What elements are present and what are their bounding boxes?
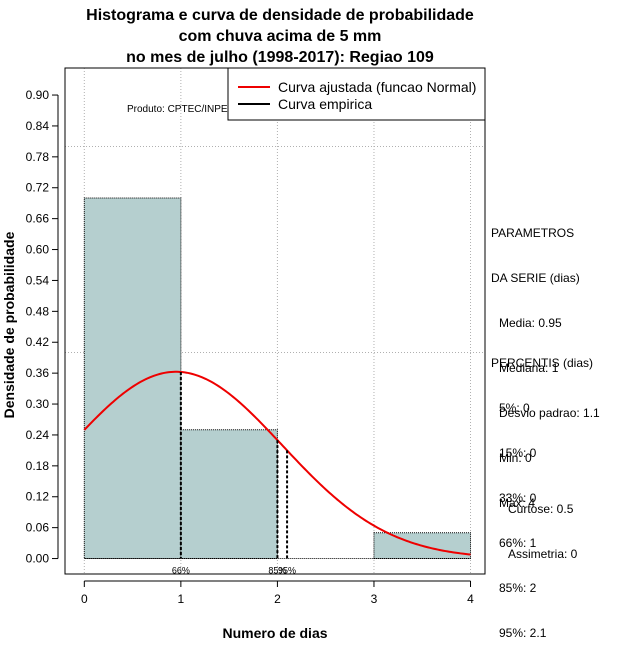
x-tick-label-1: 1	[178, 592, 185, 606]
param-mediana: Mediana: 1	[499, 361, 559, 375]
x-axis-label: Numero de dias	[222, 625, 327, 641]
y-tick-label-9: 0.54	[26, 273, 50, 287]
assimetria: Assimetria: 0	[508, 547, 578, 561]
chart-title-line-1: Histograma e curva de densidade de proba…	[86, 7, 474, 24]
y-tick-label-3: 0.18	[26, 459, 50, 473]
y-tick-label-8: 0.48	[26, 304, 50, 318]
param-desvio: Desvio padrao: 1.1	[499, 406, 600, 420]
chart-title-line-3: no mes de julho (1998-2017): Regiao 109	[126, 49, 434, 66]
y-tick-label-1: 0.06	[26, 521, 50, 535]
percentil-85: 85%: 2	[499, 581, 537, 595]
percentile-label-0: 66%	[172, 566, 190, 576]
y-tick-label-12: 0.72	[26, 181, 50, 195]
y-tick-label-10: 0.60	[26, 243, 50, 257]
y-tick-label-0: 0.00	[26, 552, 50, 566]
y-tick-label-11: 0.66	[26, 212, 50, 226]
percentis-heading: PERCENTIS (dias)	[491, 356, 594, 370]
y-tick-label-13: 0.78	[26, 150, 50, 164]
histogram-bar-1	[180, 429, 278, 560]
x-tick-label-0: 0	[81, 592, 88, 606]
x-tick-label-3: 3	[371, 592, 378, 606]
forma-panel: Curtose: 0.5 Assimetria: 0	[508, 472, 577, 592]
percentil-33: 33%: 0	[499, 491, 537, 505]
x-tick-label-4: 4	[467, 592, 474, 606]
y-tick-label-14: 0.84	[26, 119, 50, 133]
legend-box	[227, 67, 486, 121]
percentil-5: 5%: 0	[499, 401, 530, 415]
histogram-bar-0	[83, 197, 182, 560]
param-min: Min: 0	[499, 451, 532, 465]
y-axis-label: Densidade de probabilidade	[1, 231, 17, 418]
chart-title-line-2: com chuva acima de 5 mm	[178, 28, 382, 45]
percentile-label-1: 85%	[268, 566, 286, 576]
y-tick-label-6: 0.36	[26, 366, 50, 380]
legend-label-0: Curva ajustada (funcao Normal)	[278, 79, 476, 95]
y-tick-label-2: 0.12	[26, 490, 50, 504]
parametros-panel: PARAMETROS DA SERIE (dias) Media: 0.95 M…	[491, 196, 600, 541]
param-max: Max: 4	[499, 496, 536, 510]
parametros-heading-1: PARAMETROS	[491, 226, 575, 240]
x-tick-label-2: 2	[274, 592, 281, 606]
percentile-label-2: 95%	[278, 566, 296, 576]
parametros-heading-2: DA SERIE (dias)	[491, 271, 580, 285]
y-tick-label-7: 0.42	[26, 335, 50, 349]
percentil-95: 95%: 2.1	[499, 626, 547, 640]
normal-fit-curve	[83, 370, 471, 556]
percentis-panel: PERCENTIS (dias) 5%: 0 15%: 0 33%: 0 66%…	[491, 326, 593, 671]
credit-label: Produto: CPTEC/INPE	[127, 104, 228, 115]
y-tick-label-15: 0.90	[26, 88, 50, 102]
percentil-66: 66%: 1	[499, 536, 537, 550]
param-media: Media: 0.95	[499, 316, 562, 330]
y-tick-label-5: 0.30	[26, 397, 50, 411]
percentil-15: 15%: 0	[499, 446, 537, 460]
legend-label-1: Curva empirica	[278, 96, 372, 112]
curtose: Curtose: 0.5	[508, 502, 574, 516]
y-tick-label-4: 0.24	[26, 428, 50, 442]
